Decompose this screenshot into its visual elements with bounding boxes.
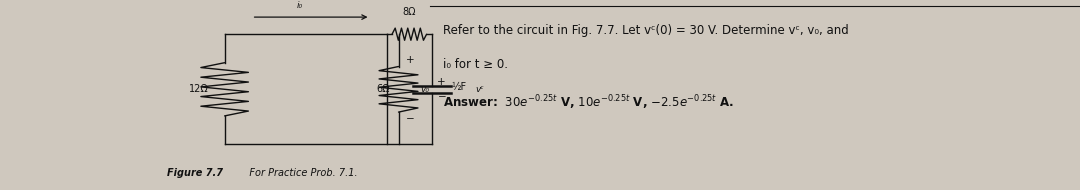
Text: 6Ω: 6Ω xyxy=(377,84,390,94)
Text: −: − xyxy=(437,92,446,102)
Text: i₀: i₀ xyxy=(297,1,303,10)
Text: Refer to the circuit in Fig. 7.7. Let vᶜ(0) = 30 V. Determine vᶜ, v₀, and: Refer to the circuit in Fig. 7.7. Let vᶜ… xyxy=(443,24,849,37)
Text: For Practice Prob. 7.1.: For Practice Prob. 7.1. xyxy=(240,168,357,178)
Text: ½F: ½F xyxy=(451,82,467,92)
Text: Figure 7.7: Figure 7.7 xyxy=(167,168,224,178)
Text: vᶜ: vᶜ xyxy=(475,85,484,94)
Text: +: + xyxy=(406,55,415,65)
Text: 8Ω: 8Ω xyxy=(403,7,416,17)
Text: +: + xyxy=(437,77,446,87)
Text: Answer:  $30e^{-0.25t}$ V, $10e^{-0.25t}$ V, $-2.5e^{-0.25t}$ A.: Answer: $30e^{-0.25t}$ V, $10e^{-0.25t}$… xyxy=(443,93,733,112)
Text: 12Ω: 12Ω xyxy=(189,84,208,94)
Text: −: − xyxy=(406,114,415,124)
Text: i₀ for t ≥ 0.: i₀ for t ≥ 0. xyxy=(443,58,508,71)
Text: v₀: v₀ xyxy=(420,85,429,94)
